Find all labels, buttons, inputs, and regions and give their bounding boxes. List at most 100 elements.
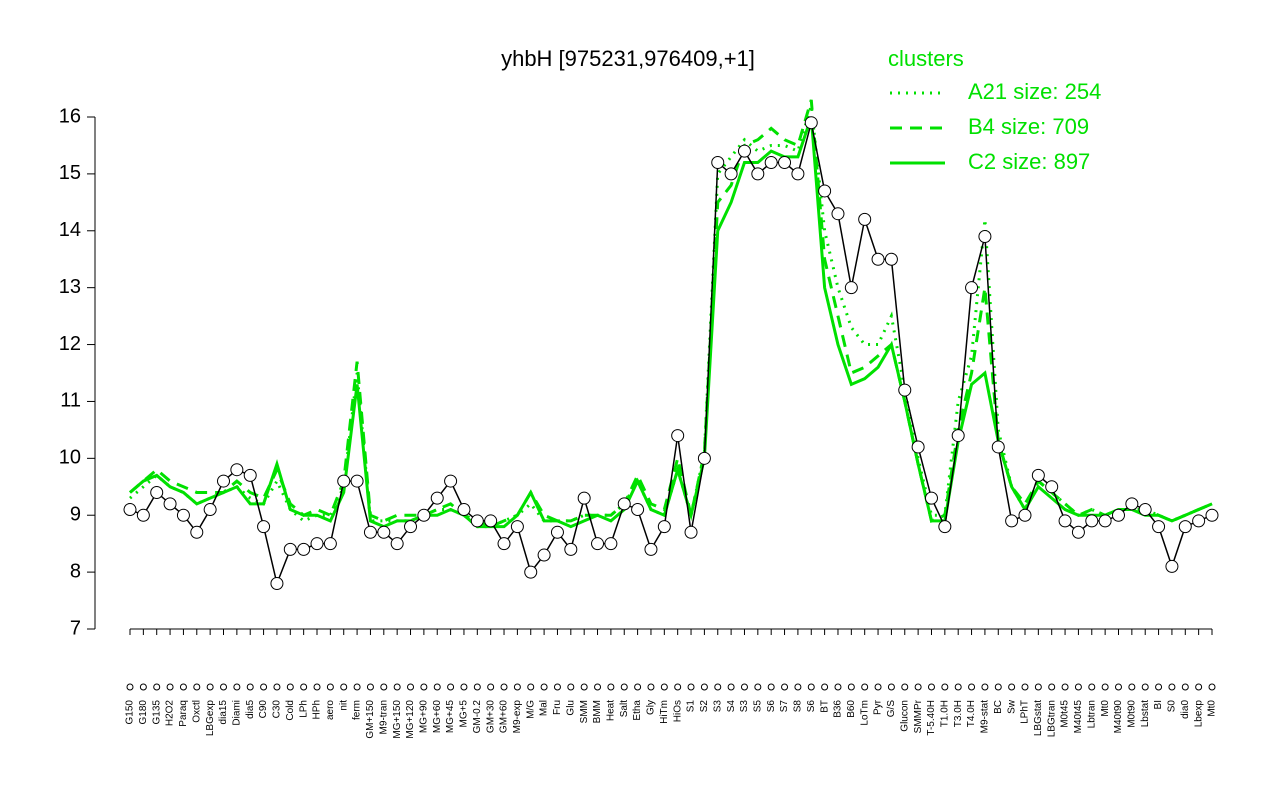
category-dot	[433, 683, 441, 691]
category-dot	[513, 683, 521, 691]
legend-label: A21 size: 254	[968, 79, 1101, 104]
x-tick-label: Pyr	[873, 699, 884, 715]
x-tick-label: M40t45	[1073, 700, 1084, 734]
x-tick-label: M40t90	[1113, 700, 1124, 734]
x-tick-label: Etha	[632, 700, 643, 721]
x-tick-label: Glu	[565, 700, 576, 716]
x-tick-label: HiTm	[659, 700, 670, 724]
category-dot	[220, 683, 228, 691]
x-tick-label: S8	[793, 700, 804, 713]
legend-label: B4 size: 709	[968, 114, 1089, 139]
gene-point	[497, 537, 511, 551]
gene-point	[671, 429, 685, 443]
category-dot	[660, 683, 668, 691]
x-tick-label: M9-stat	[980, 700, 991, 734]
gene-point	[470, 514, 484, 528]
x-tick-label: HPh	[312, 700, 323, 719]
category-dot	[153, 683, 161, 691]
category-dot	[807, 683, 815, 691]
gene-point	[778, 156, 792, 170]
x-tick-label: MG+5	[459, 700, 470, 728]
gene-point	[617, 497, 631, 511]
gene-point	[550, 525, 564, 539]
category-dot	[634, 683, 642, 691]
category-dot	[968, 683, 976, 691]
x-tick-label: GM+60	[499, 700, 510, 734]
category-dot	[166, 683, 174, 691]
x-tick-label: Paraq	[178, 700, 189, 727]
x-tick-label: M0t45	[1060, 700, 1071, 728]
category-dot	[914, 683, 922, 691]
category-dot	[647, 683, 655, 691]
gene-point	[377, 525, 391, 539]
gene-point	[884, 252, 898, 266]
x-tick-label: nit	[338, 700, 349, 711]
category-dot	[887, 683, 895, 691]
category-dot	[460, 683, 468, 691]
gene-point	[444, 474, 458, 488]
category-dot	[1141, 683, 1149, 691]
gene-point	[911, 440, 925, 454]
x-tick-label: T4.0H	[966, 700, 977, 727]
gene-point	[1018, 508, 1032, 522]
y-tick-label: 16	[59, 105, 81, 127]
gene-point	[163, 497, 177, 511]
category-dot	[1195, 683, 1203, 691]
x-tick-label: MG+150	[392, 700, 403, 739]
gene-point	[136, 508, 150, 522]
category-dot	[1181, 683, 1189, 691]
legend-title: clusters	[888, 46, 964, 71]
x-tick-label: LBGtran	[1046, 700, 1057, 737]
category-dot	[580, 683, 588, 691]
category-dot	[407, 683, 415, 691]
x-tick-label: dia5	[245, 700, 256, 719]
x-tick-label: Lbtran	[1086, 700, 1097, 728]
gene-point	[430, 491, 444, 505]
y-tick-label: 14	[59, 219, 81, 241]
x-tick-label: S3	[712, 700, 723, 713]
x-tick-label: LPhT	[1020, 700, 1031, 724]
x-tick-label: M/G	[525, 700, 536, 719]
x-tick-label: C90	[258, 700, 269, 719]
gene-point	[1178, 520, 1192, 534]
category-dot	[847, 683, 855, 691]
category-dot	[781, 683, 789, 691]
gene-point	[1192, 514, 1206, 528]
x-tick-label: M9-exp	[512, 700, 523, 734]
gene-point	[390, 537, 404, 551]
y-tick-label: 12	[59, 333, 81, 355]
category-dot	[607, 683, 615, 691]
gene-point	[818, 184, 832, 198]
gene-point	[1085, 514, 1099, 528]
gene-point	[176, 508, 190, 522]
gene-point	[684, 525, 698, 539]
gene-point	[404, 520, 418, 534]
category-dot	[179, 683, 187, 691]
gene-point	[791, 167, 805, 181]
x-tick-label: G135	[151, 700, 162, 725]
gene-point	[898, 383, 912, 397]
x-tick-label: HiOs	[672, 700, 683, 722]
category-dot	[273, 683, 281, 691]
x-tick-label: MG+90	[419, 700, 430, 734]
x-tick-label: T1.0H	[939, 700, 950, 727]
category-dot	[1128, 683, 1136, 691]
category-dot	[540, 683, 548, 691]
x-tick-label: Mt0	[1100, 700, 1111, 717]
gene-point	[991, 440, 1005, 454]
gene-point	[938, 520, 952, 534]
x-tick-label: S6	[806, 700, 817, 713]
x-tick-label: G150	[125, 700, 136, 725]
category-dot	[714, 683, 722, 691]
gene-point	[831, 207, 845, 221]
gene-point	[724, 167, 738, 181]
x-tick-label: dia15	[218, 700, 229, 725]
gene-line	[129, 122, 1213, 587]
gene-point	[591, 537, 605, 551]
x-tick-label: Glucon	[899, 700, 910, 732]
gene-point	[283, 542, 297, 556]
category-dot	[927, 683, 935, 691]
gene-point	[323, 537, 337, 551]
gene-point	[243, 468, 257, 482]
category-dot	[767, 683, 775, 691]
